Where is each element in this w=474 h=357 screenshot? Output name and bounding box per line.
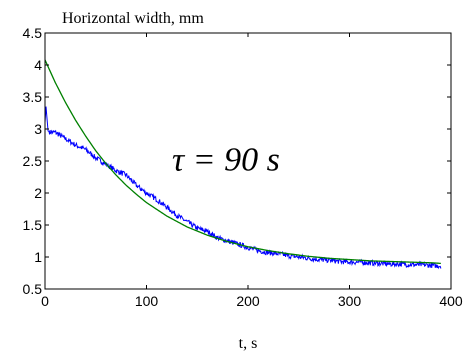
ticks-layer: 0 100 200 300 400 0.5 1 1.5 2 2.5 3 3.5 4 4.5 — [23, 25, 463, 309]
y-tick-label: 2.5 — [23, 153, 43, 169]
fit-series-line — [44, 59, 441, 265]
y-axis-title: Horizontal width, mm — [62, 10, 204, 27]
x-tick-label: 0 — [41, 293, 49, 309]
y-tick-label: 3.5 — [23, 89, 43, 105]
tau-annotation: τ = 90 s — [172, 142, 280, 179]
y-tick-label: 1 — [34, 249, 42, 265]
y-tick-label: 3 — [34, 121, 42, 137]
y-tick-label: 1.5 — [23, 217, 43, 233]
y-tick-label: 4 — [34, 57, 42, 73]
measured-series-line — [44, 106, 442, 270]
x-tick-label: 300 — [338, 293, 362, 309]
x-tick-label: 400 — [439, 293, 463, 309]
x-axis-title: t, s — [239, 335, 258, 352]
x-tick-label: 200 — [236, 293, 260, 309]
y-tick-label: 2 — [34, 185, 42, 201]
y-tick-label: 4.5 — [23, 25, 43, 41]
x-tick-label: 100 — [135, 293, 159, 309]
y-tick-label: 0.5 — [23, 281, 43, 297]
series-layer — [44, 59, 442, 270]
